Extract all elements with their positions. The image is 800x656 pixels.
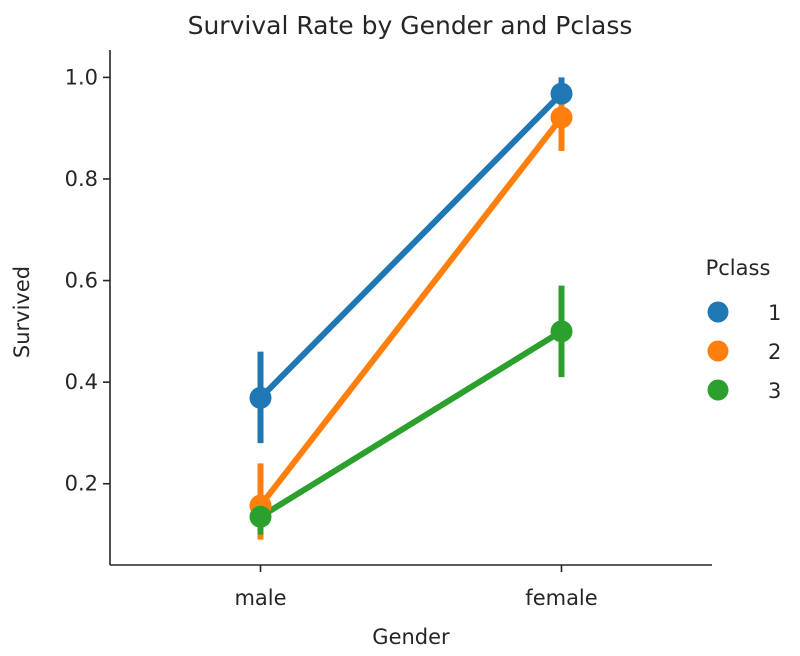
y-tick-label: 0.8 [65, 167, 98, 191]
series-lines [257, 90, 565, 520]
x-axis-title: Gender [372, 625, 450, 649]
legend-entries: 1 2 3 [707, 301, 781, 403]
y-axis-title: Survived [10, 266, 34, 358]
chart-title: Survival Rate by Gender and Pclass [188, 11, 633, 40]
x-tick-label: male [234, 586, 286, 610]
legend-label-pclass-2: 2 [768, 340, 781, 364]
series-line-pclass-2 [257, 114, 565, 509]
y-tick-label: 0.4 [65, 370, 98, 394]
y-ticks: 0.2 0.4 0.6 0.8 1.0 [65, 65, 110, 496]
x-tick-label: female [525, 586, 597, 610]
point-pclass-2 [550, 106, 573, 129]
legend-label-pclass-1: 1 [768, 301, 781, 325]
points [249, 82, 573, 528]
legend-marker-pclass-3 [707, 379, 729, 401]
point-pclass-3 [249, 505, 272, 528]
legend-label-pclass-3: 3 [768, 379, 781, 403]
legend: Pclass 1 2 3 [706, 256, 782, 403]
legend-marker-pclass-2 [707, 340, 729, 362]
x-ticks: male female [234, 565, 598, 610]
point-pclass-1 [249, 386, 272, 409]
y-tick-label: 1.0 [65, 65, 98, 89]
series-line-pclass-1 [257, 90, 565, 401]
legend-title: Pclass [706, 256, 771, 280]
y-tick-label: 0.2 [65, 472, 98, 496]
axes [109, 50, 712, 566]
point-pclass-1 [550, 82, 573, 105]
point-pclass-3 [550, 320, 573, 343]
y-tick-label: 0.6 [65, 269, 98, 293]
series-line-pclass-3 [257, 328, 565, 520]
legend-marker-pclass-1 [707, 301, 729, 323]
